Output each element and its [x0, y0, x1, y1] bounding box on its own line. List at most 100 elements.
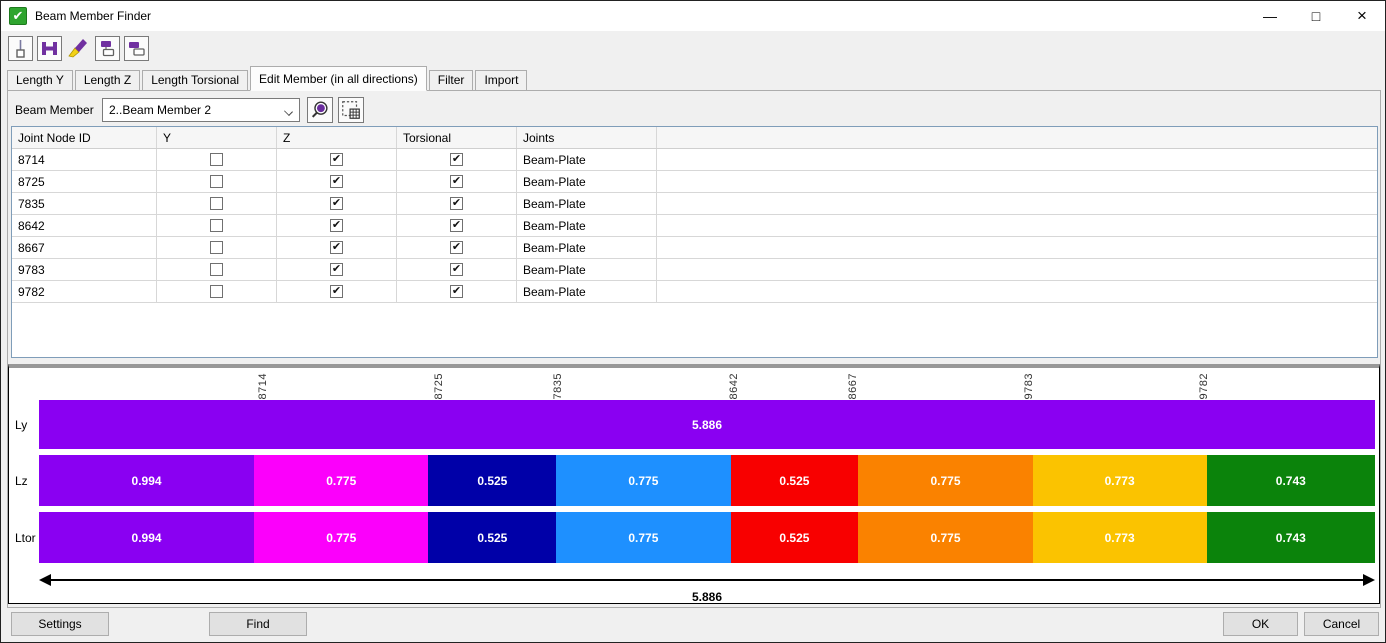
y-checkbox[interactable] [210, 263, 223, 276]
chart-total-arrow: 5.886 [39, 574, 1375, 614]
bar-segment: 0.775 [858, 455, 1033, 506]
node-label-8725: 8725 [432, 372, 445, 399]
member-selector-row: Beam Member 2..Beam Member 2 [15, 97, 364, 123]
node-label-9783: 9783 [1022, 372, 1035, 399]
y-checkbox[interactable] [210, 219, 223, 232]
y-checkbox[interactable] [210, 285, 223, 298]
joint-node-id-cell: 8725 [12, 171, 157, 192]
row-filler [657, 215, 1377, 236]
table-row[interactable]: 9783 ✔ ✔ Beam-Plate [12, 259, 1377, 281]
tab-length-y[interactable]: Length Y [7, 70, 73, 90]
table-row[interactable]: 8725 ✔ ✔ Beam-Plate [12, 171, 1377, 193]
tab-length-z[interactable]: Length Z [74, 70, 141, 90]
title-bar: ✔ Beam Member Finder — □ × [1, 1, 1385, 31]
joints-cell: Beam-Plate [517, 193, 657, 214]
chart-bars: Ly 5.886 Lz 0.994 0.775 0.525 0.775 0.525 0.775 0… [9, 400, 1379, 563]
y-checkbox[interactable] [210, 241, 223, 254]
row-filler [657, 149, 1377, 170]
node-tool-icon[interactable] [8, 35, 33, 61]
window-controls: — □ × [1247, 1, 1385, 31]
ok-button[interactable]: OK [1223, 612, 1298, 636]
torsional-cell: ✔ [397, 171, 517, 192]
z-checkbox[interactable]: ✔ [330, 241, 343, 254]
grid-header-z[interactable]: Z [277, 127, 397, 148]
settings-button[interactable]: Settings [11, 612, 109, 636]
beam-member-combobox[interactable]: 2..Beam Member 2 [102, 98, 300, 122]
torsional-checkbox[interactable]: ✔ [450, 153, 463, 166]
bar-segment: 0.775 [858, 512, 1033, 563]
minimize-button[interactable]: — [1263, 8, 1277, 24]
search-button[interactable] [307, 97, 333, 123]
bar-segment: 0.994 [39, 455, 255, 506]
table-row[interactable]: 9782 ✔ ✔ Beam-Plate [12, 281, 1377, 303]
z-cell: ✔ [277, 193, 397, 214]
joint-node-id-cell: 8642 [12, 215, 157, 236]
edit-member-tab-page: Beam Member 2..Beam Member 2 [7, 90, 1381, 608]
z-checkbox[interactable]: ✔ [330, 285, 343, 298]
copy-offset-icon[interactable] [124, 35, 149, 61]
y-checkbox[interactable] [210, 197, 223, 210]
find-button[interactable]: Find [209, 612, 307, 636]
bar-segment: 0.775 [254, 455, 429, 506]
close-button[interactable]: × [1357, 6, 1367, 25]
row-filler [657, 193, 1377, 214]
bar-segment: 0.775 [556, 512, 731, 563]
joint-node-id-cell: 8667 [12, 237, 157, 258]
bar-segment: 0.994 [39, 512, 255, 563]
grid-header-joint-node-id[interactable]: Joint Node ID [12, 127, 157, 148]
select-from-table-button[interactable] [338, 97, 364, 123]
z-checkbox[interactable]: ✔ [330, 175, 343, 188]
tab-filter[interactable]: Filter [428, 70, 474, 90]
arrow-right-icon [1363, 574, 1375, 586]
y-cell [157, 171, 277, 192]
tab-length-torsional[interactable]: Length Torsional [142, 70, 249, 90]
length-chart: 8714 8725 7835 8642 8667 9783 9782 Ly 5.886 Lz 0.… [8, 364, 1380, 604]
tab-edit-member-in-all-directions[interactable]: Edit Member (in all directions) [250, 66, 427, 91]
y-checkbox[interactable] [210, 153, 223, 166]
bar-segment: 0.743 [1206, 455, 1375, 506]
table-row[interactable]: 8667 ✔ ✔ Beam-Plate [12, 237, 1377, 259]
torsional-checkbox[interactable]: ✔ [450, 197, 463, 210]
table-row[interactable]: 8642 ✔ ✔ Beam-Plate [12, 215, 1377, 237]
z-checkbox[interactable]: ✔ [330, 197, 343, 210]
bar-row-ly: Ly 5.886 [15, 400, 1375, 449]
joint-node-id-cell: 9783 [12, 259, 157, 280]
beam-section-icon[interactable] [37, 35, 62, 61]
footer: Settings Find OK Cancel [1, 609, 1386, 643]
tab-import[interactable]: Import [475, 70, 528, 90]
y-cell [157, 259, 277, 280]
z-cell: ✔ [277, 259, 397, 280]
joint-node-grid[interactable]: Joint Node ID Y Z Torsional Joints 8714 ✔ ✔ Beam… [11, 126, 1378, 358]
bar-segment: 0.775 [556, 455, 731, 506]
table-row[interactable]: 8714 ✔ ✔ Beam-Plate [12, 149, 1377, 171]
bar-label-lz: Lz [15, 473, 28, 488]
copy-structure-icon[interactable] [95, 35, 120, 61]
cancel-button[interactable]: Cancel [1304, 612, 1379, 636]
grid-header-row: Joint Node ID Y Z Torsional Joints [12, 127, 1377, 149]
chart-total-value: 5.886 [691, 590, 723, 604]
grid-header-joints[interactable]: Joints [517, 127, 657, 148]
table-row[interactable]: 7835 ✔ ✔ Beam-Plate [12, 193, 1377, 215]
grid-header-y[interactable]: Y [157, 127, 277, 148]
torsional-checkbox[interactable]: ✔ [450, 263, 463, 276]
bar-segment: 0.525 [730, 512, 859, 563]
joints-cell: Beam-Plate [517, 215, 657, 236]
brush-icon[interactable] [66, 36, 91, 61]
y-checkbox[interactable] [210, 175, 223, 188]
torsional-checkbox[interactable]: ✔ [450, 175, 463, 188]
torsional-checkbox[interactable]: ✔ [450, 241, 463, 254]
torsional-checkbox[interactable]: ✔ [450, 219, 463, 232]
arrow-left-icon [39, 574, 51, 586]
bar-label-ly: Ly [15, 417, 28, 432]
joint-node-id-cell: 9782 [12, 281, 157, 302]
z-checkbox[interactable]: ✔ [330, 263, 343, 276]
tab-bar: Length Y Length Z Length Torsional Edit Mem… [1, 65, 1385, 91]
z-checkbox[interactable]: ✔ [330, 219, 343, 232]
z-checkbox[interactable]: ✔ [330, 153, 343, 166]
chevron-down-icon [284, 107, 293, 116]
maximize-button[interactable]: □ [1311, 8, 1321, 24]
y-cell [157, 237, 277, 258]
grid-header-torsional[interactable]: Torsional [397, 127, 517, 148]
z-cell: ✔ [277, 171, 397, 192]
torsional-checkbox[interactable]: ✔ [450, 285, 463, 298]
